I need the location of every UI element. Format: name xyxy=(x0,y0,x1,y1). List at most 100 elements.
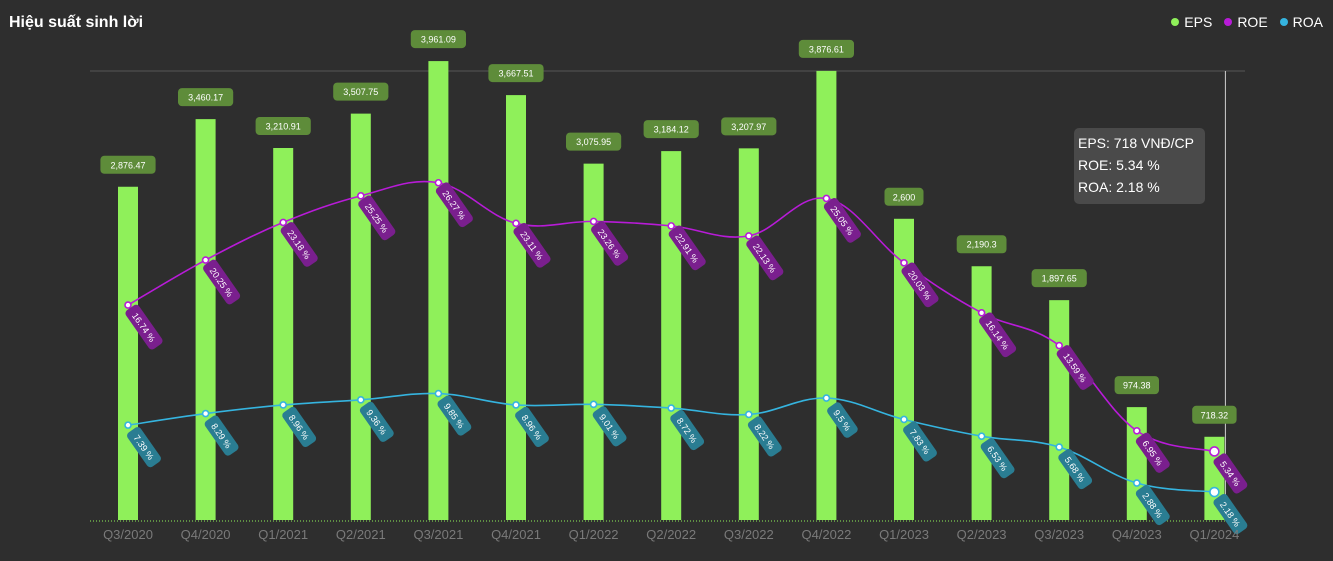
roa-point xyxy=(1133,479,1141,487)
roe-point xyxy=(201,256,210,264)
roa-data-label-bg xyxy=(515,406,549,448)
roa-point xyxy=(667,404,676,412)
roa-data-label-bg xyxy=(592,406,627,447)
roe-data-label-bg xyxy=(901,262,939,308)
eps-data-label-bg xyxy=(410,30,466,49)
eps-data-label-bg xyxy=(488,64,544,83)
roa-data-label-bg xyxy=(1058,449,1093,490)
roe-point xyxy=(1209,446,1220,457)
x-tick-label: Q1/2023 xyxy=(879,527,929,542)
eps-data-label-bg xyxy=(1192,405,1237,424)
roa-point xyxy=(512,401,520,409)
roa-data-label-bg xyxy=(1213,493,1248,535)
eps-data-label: 2,190.3 xyxy=(967,240,997,250)
roa-data-label-bg xyxy=(980,438,1015,479)
eps-data-label: 718.32 xyxy=(1201,410,1229,420)
roa-point xyxy=(1209,486,1220,498)
eps-bar xyxy=(583,163,604,520)
roa-point xyxy=(589,400,598,409)
roe-data-label-bg xyxy=(358,195,396,241)
tooltip-roa: ROA: 2.18 % xyxy=(1078,179,1160,195)
roa-point xyxy=(356,396,365,404)
x-tick-label: Q4/2023 xyxy=(1112,527,1162,542)
x-tick-label: Q2/2021 xyxy=(336,527,386,542)
legend-label-eps: EPS xyxy=(1184,14,1213,30)
eps-data-label-bg xyxy=(100,155,156,174)
eps-bar xyxy=(350,113,371,521)
eps-bar xyxy=(738,148,759,520)
roe-data-label-bg xyxy=(280,222,318,267)
eps-data-label-bg xyxy=(566,132,622,151)
x-tick-label: Q3/2022 xyxy=(724,527,774,542)
roe-point xyxy=(1133,426,1141,435)
eps-data-label-bg xyxy=(333,82,389,101)
roe-data-label-bg xyxy=(1135,432,1170,473)
roe-data-label-bg xyxy=(668,225,706,271)
legend-item-roe[interactable]: ROE xyxy=(1224,14,1268,30)
x-tick-label: Q2/2023 xyxy=(957,527,1007,542)
roe-data-label-bg xyxy=(125,304,163,350)
roe-point xyxy=(822,194,831,203)
eps-data-label: 1,897.65 xyxy=(1042,274,1077,284)
eps-data-label: 3,961.09 xyxy=(421,35,456,45)
legend-label-roa: ROA xyxy=(1292,14,1323,30)
roe-data-label-bg xyxy=(513,222,551,268)
roa-point xyxy=(744,410,753,419)
eps-data-label: 2,600 xyxy=(893,192,916,202)
roa-point xyxy=(279,401,288,409)
roe-data-label-bg xyxy=(823,198,861,243)
roa-data-label-bg xyxy=(670,409,705,451)
roe-point xyxy=(1055,341,1063,350)
eps-data-label-bg xyxy=(884,187,924,206)
roe-point xyxy=(124,301,132,309)
tooltip-roe: ROE: 5.34 % xyxy=(1078,157,1160,173)
eps-bar xyxy=(273,148,294,520)
roa-data-label-bg xyxy=(204,415,239,456)
roa-point xyxy=(434,389,443,398)
x-tick-label: Q3/2023 xyxy=(1034,527,1084,542)
chart-title: Hiệu suất sinh lời xyxy=(9,14,144,31)
roe-data-label-bg xyxy=(1213,453,1248,494)
roa-point xyxy=(201,409,210,418)
roa-data-label-bg xyxy=(359,401,394,442)
eps-data-label: 3,507.75 xyxy=(343,87,378,97)
legend-item-eps[interactable]: EPS xyxy=(1171,14,1212,30)
legend-label-roe: ROE xyxy=(1237,14,1268,30)
roe-data-label-bg xyxy=(979,312,1017,358)
eps-data-label: 3,075.95 xyxy=(576,137,611,147)
eps-bar xyxy=(661,151,682,521)
roe-point xyxy=(900,259,908,267)
eps-data-label-bg xyxy=(721,117,777,136)
eps-data-label-bg xyxy=(255,117,311,136)
roa-point xyxy=(900,415,908,424)
eps-data-label: 3,184.12 xyxy=(654,125,689,135)
chart-legend: EPS ROE ROA xyxy=(1171,14,1323,30)
eps-bar xyxy=(118,186,138,520)
roa-data-label-bg xyxy=(827,402,858,438)
legend-item-roa[interactable]: ROA xyxy=(1279,14,1323,30)
eps-data-label: 3,210.91 xyxy=(266,122,301,132)
roe-point xyxy=(667,222,676,230)
roa-data-label-bg xyxy=(1135,484,1170,526)
x-tick-label: Q3/2021 xyxy=(413,527,463,542)
x-tick-label: Q4/2022 xyxy=(801,527,851,542)
roa-point xyxy=(124,421,132,429)
x-tick-label: Q3/2020 xyxy=(103,527,153,542)
roa-data-label-bg xyxy=(282,406,317,448)
eps-data-label: 3,667.51 xyxy=(498,69,533,79)
roa-point xyxy=(977,432,986,440)
roe-point xyxy=(279,218,288,227)
x-tick-label: Q1/2024 xyxy=(1189,527,1239,542)
legend-marker-eps xyxy=(1171,18,1180,26)
eps-data-label-bg xyxy=(643,120,699,139)
roa-point xyxy=(822,394,831,402)
eps-data-label-bg xyxy=(956,235,1007,254)
eps-data-label: 974.38 xyxy=(1123,381,1151,391)
tooltip-eps: EPS: 718 VNĐ/CP xyxy=(1078,135,1194,151)
roe-data-label-bg xyxy=(1056,345,1094,390)
roe-data-label-bg xyxy=(435,182,473,228)
roa-data-label-bg xyxy=(127,427,161,468)
roe-data-label-bg xyxy=(746,235,784,281)
roe-point xyxy=(589,217,598,226)
roe-data-label: 16.74 % xyxy=(125,304,163,350)
